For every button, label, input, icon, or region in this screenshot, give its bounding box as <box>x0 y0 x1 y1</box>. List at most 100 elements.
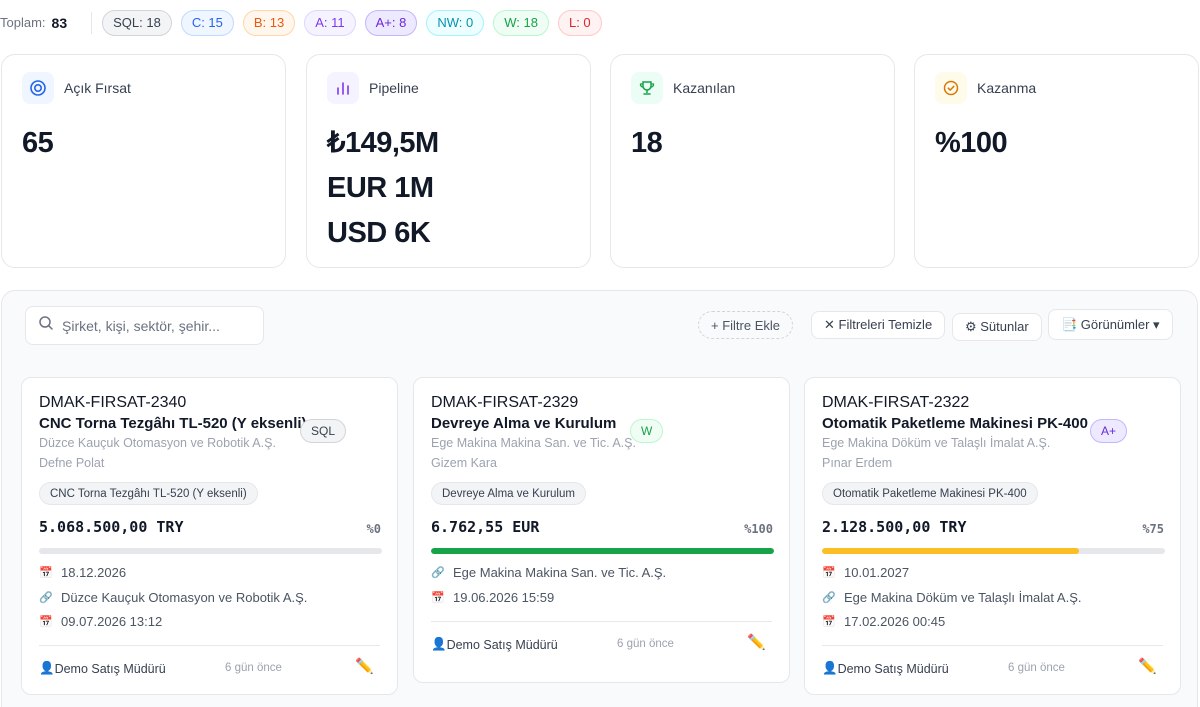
user-icon: 👤 <box>431 637 447 651</box>
opportunity-card[interactable]: DMAK-FIRSAT-2329 Devreye Alma ve Kurulum… <box>413 377 790 683</box>
badge-a[interactable]: A: 11 <box>304 9 356 36</box>
linked-company-text[interactable]: Ege Makina Makina San. ve Tic. A.Ş. <box>453 565 667 580</box>
search-box[interactable] <box>25 306 264 345</box>
stat-label: Pipeline <box>369 80 419 96</box>
close-date-text: 10.01.2027 <box>844 565 910 580</box>
opportunity-title[interactable]: CNC Torna Tezgâhı TL-520 (Y eksenli) <box>39 415 307 432</box>
amount: 5.068.500,00 TRY <box>39 518 184 536</box>
opportunity-code: DMAK-FIRSAT-2322 <box>822 394 970 411</box>
owner-name: Demo Satış Müdürü <box>446 637 558 652</box>
product-tag: Devreye Alma ve Kurulum <box>431 482 586 505</box>
opportunity-panel: + Filtre Ekle ✕ Filtreleri Temizle ⚙ Süt… <box>1 290 1198 707</box>
total-value: 83 <box>51 14 68 31</box>
card-footer: 👤 Demo Satış Müdürü 6 gün önce ✏️ <box>431 621 772 652</box>
add-filter-button[interactable]: + Filtre Ekle <box>698 311 793 339</box>
owner: 👤 Demo Satış Müdürü <box>822 661 949 676</box>
opportunity-card[interactable]: DMAK-FIRSAT-2322 Otomatik Paketleme Maki… <box>804 377 1181 695</box>
target-icon <box>22 72 54 104</box>
linked-company-text[interactable]: Düzce Kauçuk Otomasyon ve Robotik A.Ş. <box>61 590 308 605</box>
search-icon <box>38 315 54 336</box>
stat-label: Kazanma <box>977 80 1037 96</box>
total-label: Toplam: <box>0 15 46 30</box>
stat-value: 18 <box>631 127 663 159</box>
stat-value-eur: EUR 1M <box>327 172 434 204</box>
link-icon: 🔗 <box>822 592 836 604</box>
edit-icon[interactable]: ✏️ <box>747 634 766 651</box>
card-footer: 👤 Demo Satış Müdürü 6 gün önce ✏️ <box>39 645 380 676</box>
company-name: Ege Makina Döküm ve Talaşlı İmalat A.Ş. <box>822 436 1051 450</box>
owner-name: Demo Satış Müdürü <box>837 661 949 676</box>
amount: 6.762,55 EUR <box>431 518 540 536</box>
owner: 👤 Demo Satış Müdürü <box>431 637 558 652</box>
views-dropdown[interactable]: 📑 Görünümler ▾ <box>1048 309 1173 340</box>
badge-a-plus[interactable]: A+: 8 <box>364 9 418 36</box>
summary-bar: Toplam: 83 SQL: 18 C: 15 B: 13 A: 11 A+:… <box>0 9 611 36</box>
linked-company-text[interactable]: Ege Makina Döküm ve Talaşlı İmalat A.Ş. <box>844 590 1082 605</box>
calendar-icon: 📅 <box>431 592 445 604</box>
company-name: Ege Makina Makina San. ve Tic. A.Ş. <box>431 436 636 450</box>
calendar-icon: 📅 <box>822 616 836 628</box>
opportunity-code: DMAK-FIRSAT-2340 <box>39 394 187 411</box>
trophy-icon <box>631 72 663 104</box>
stat-value-usd: USD 6K <box>327 217 431 249</box>
stage-badge: SQL <box>300 419 347 443</box>
search-input[interactable] <box>62 317 252 334</box>
updated-ago: 6 gün önce <box>617 638 674 650</box>
badge-b[interactable]: B: 13 <box>242 9 296 36</box>
badge-nw[interactable]: NW: 0 <box>426 9 485 36</box>
calendar-icon: 📅 <box>39 616 53 628</box>
close-date-text: 18.12.2026 <box>61 565 127 580</box>
clear-filters-button[interactable]: ✕ Filtreleri Temizle <box>811 311 946 339</box>
activity-date-text: 17.02.2026 00:45 <box>844 614 946 629</box>
bar-chart-icon <box>327 72 359 104</box>
activity-date-text: 19.06.2026 15:59 <box>453 590 555 605</box>
stat-card-open: Açık Fırsat 65 <box>1 54 286 268</box>
edit-icon[interactable]: ✏️ <box>355 658 374 675</box>
activity-date: 📅 09.07.2026 13:12 <box>39 614 162 629</box>
activity-date: 📅 19.06.2026 15:59 <box>431 590 554 605</box>
contact-name: Pınar Erdem <box>822 456 893 470</box>
owner-name: Demo Satış Müdürü <box>54 661 166 676</box>
columns-button[interactable]: ⚙ Sütunlar <box>952 313 1042 341</box>
stat-value-try: ₺149,5M <box>327 127 439 159</box>
probability: %100 <box>744 522 773 536</box>
badge-sql[interactable]: SQL: 18 <box>102 9 172 36</box>
stat-value: 65 <box>22 127 54 159</box>
linked-company[interactable]: 🔗 Ege Makina Makina San. ve Tic. A.Ş. <box>431 565 666 580</box>
opportunity-title[interactable]: Otomatik Paketleme Makinesi PK-400 <box>822 415 1088 432</box>
stat-card-pipeline: Pipeline ₺149,5M EUR 1M USD 6K <box>306 54 591 268</box>
check-circle-icon <box>935 72 967 104</box>
linked-company[interactable]: 🔗 Ege Makina Döküm ve Talaşlı İmalat A.Ş… <box>822 590 1081 605</box>
probability-bar <box>39 548 382 554</box>
calendar-icon: 📅 <box>39 567 53 579</box>
edit-icon[interactable]: ✏️ <box>1138 658 1157 675</box>
amount: 2.128.500,00 TRY <box>822 518 967 536</box>
opportunity-code: DMAK-FIRSAT-2329 <box>431 394 579 411</box>
badge-l[interactable]: L: 0 <box>557 9 602 36</box>
badge-c[interactable]: C: 15 <box>180 9 234 36</box>
stat-label: Açık Fırsat <box>64 80 131 96</box>
card-footer: 👤 Demo Satış Müdürü 6 gün önce ✏️ <box>822 645 1163 676</box>
owner: 👤 Demo Satış Müdürü <box>39 661 166 676</box>
probability-bar-fill <box>822 548 1080 554</box>
activity-date-text: 09.07.2026 13:12 <box>61 614 163 629</box>
contact-name: Defne Polat <box>39 456 105 470</box>
link-icon: 🔗 <box>431 567 445 579</box>
product-tag: CNC Torna Tezgâhı TL-520 (Y eksenli) <box>39 482 258 505</box>
calendar-icon: 📅 <box>822 567 836 579</box>
activity-date: 📅 17.02.2026 00:45 <box>822 614 945 629</box>
product-tag: Otomatik Paketleme Makinesi PK-400 <box>822 482 1038 505</box>
stage-badge: W <box>630 419 664 443</box>
opportunity-title[interactable]: Devreye Alma ve Kurulum <box>431 415 617 432</box>
user-icon: 👤 <box>39 661 55 675</box>
badge-w[interactable]: W: 18 <box>493 9 549 36</box>
stat-value: %100 <box>935 127 1008 159</box>
probability-bar <box>431 548 774 554</box>
stat-card-won: Kazanılan 18 <box>610 54 895 268</box>
probability-bar <box>822 548 1165 554</box>
probability: %75 <box>1142 522 1164 536</box>
stage-badge: A+ <box>1090 419 1128 443</box>
company-name: Düzce Kauçuk Otomasyon ve Robotik A.Ş. <box>39 436 276 450</box>
opportunity-card[interactable]: DMAK-FIRSAT-2340 CNC Torna Tezgâhı TL-52… <box>21 377 398 695</box>
linked-company[interactable]: 🔗 Düzce Kauçuk Otomasyon ve Robotik A.Ş. <box>39 590 307 605</box>
